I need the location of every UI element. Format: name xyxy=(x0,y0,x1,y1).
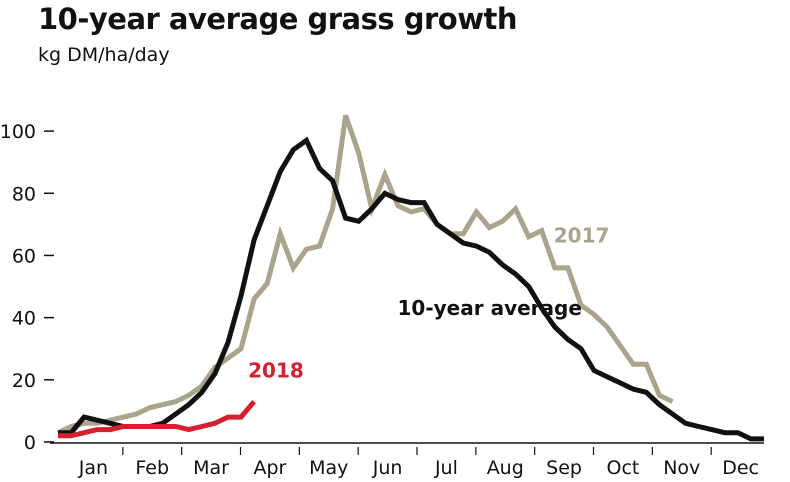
x-tick-label: Apr xyxy=(253,457,286,479)
series-labels: 10-year average 2017 2018 xyxy=(248,224,609,383)
series-label-2017: 2017 xyxy=(554,224,610,248)
series-lines xyxy=(56,114,764,442)
x-tick-label: Sep xyxy=(546,457,582,479)
x-tick-label: Nov xyxy=(663,457,700,479)
y-tick-label: 40 xyxy=(12,308,36,330)
y-tick-label: 60 xyxy=(12,245,36,267)
x-tick-label: Aug xyxy=(487,457,524,479)
series-line-2017 xyxy=(56,114,674,435)
x-tick-label: Mar xyxy=(193,457,229,479)
series-label-10-year-average: 10-year average xyxy=(398,296,582,320)
x-tick-label: Oct xyxy=(606,457,639,479)
x-axis: Jan Feb Mar Apr May Jun Jul Aug Sep Oct Nov Dec xyxy=(50,442,764,479)
x-tick-label: Jun xyxy=(372,457,403,479)
chart-title: 10-year average grass growth xyxy=(38,2,518,36)
y-tick-label: 20 xyxy=(12,370,36,392)
series-line-2018 xyxy=(58,399,257,439)
x-tick-label: Dec xyxy=(722,457,759,479)
series-line-10-year-average xyxy=(58,136,764,442)
y-axis: 0 20 40 60 80 100 xyxy=(0,121,54,454)
y-tick-label: 0 xyxy=(24,432,36,454)
x-tick-label: Jul xyxy=(434,457,458,479)
y-tick-label: 100 xyxy=(0,121,36,143)
chart-subtitle: kg DM/ha/day xyxy=(38,44,170,66)
x-tick-label: May xyxy=(309,457,348,479)
y-tick-label: 80 xyxy=(12,183,36,205)
x-tick-label: Feb xyxy=(135,457,169,479)
x-tick-label: Jan xyxy=(78,457,108,479)
series-label-2018: 2018 xyxy=(248,359,304,383)
